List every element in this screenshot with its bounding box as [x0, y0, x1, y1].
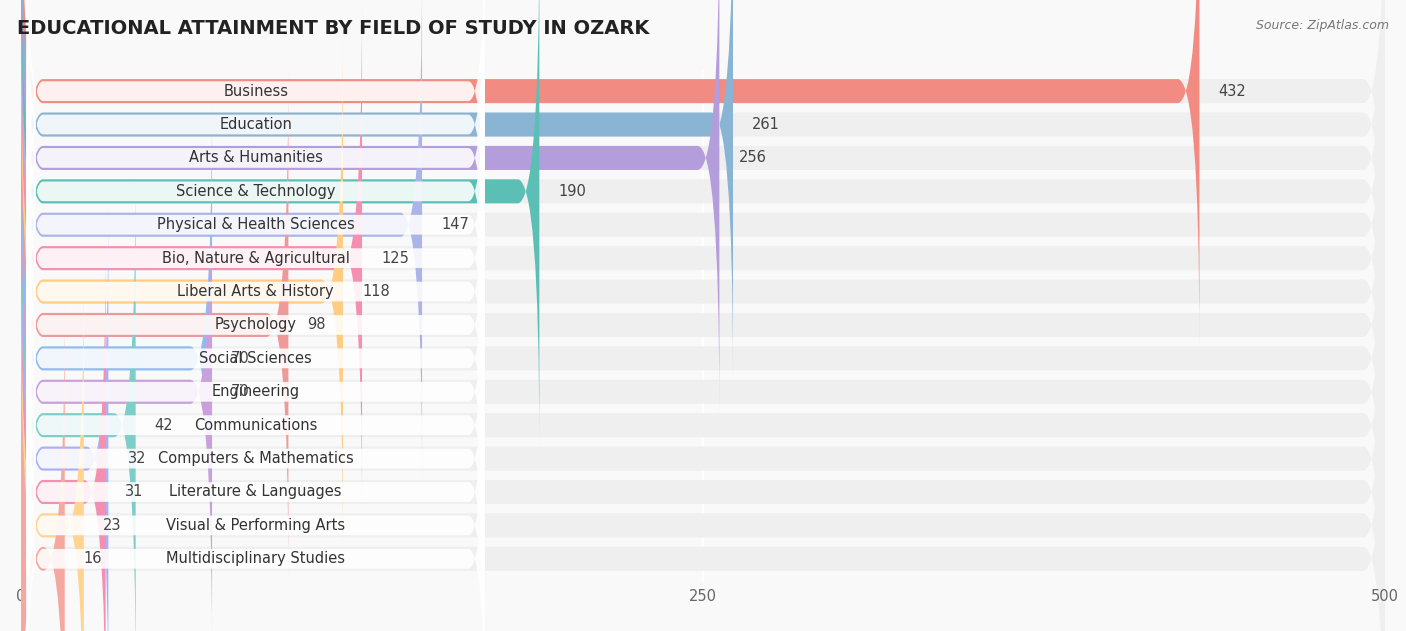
- Text: Liberal Arts & History: Liberal Arts & History: [177, 284, 335, 299]
- Text: Multidisciplinary Studies: Multidisciplinary Studies: [166, 551, 344, 566]
- Text: Computers & Mathematics: Computers & Mathematics: [157, 451, 353, 466]
- FancyBboxPatch shape: [21, 0, 1385, 480]
- FancyBboxPatch shape: [21, 237, 105, 631]
- FancyBboxPatch shape: [27, 369, 485, 631]
- Text: 23: 23: [103, 518, 121, 533]
- FancyBboxPatch shape: [27, 34, 485, 415]
- Text: Source: ZipAtlas.com: Source: ZipAtlas.com: [1256, 19, 1389, 32]
- FancyBboxPatch shape: [27, 0, 485, 281]
- Text: Physical & Health Sciences: Physical & Health Sciences: [157, 217, 354, 232]
- Text: 70: 70: [231, 351, 250, 366]
- FancyBboxPatch shape: [21, 0, 1385, 413]
- Text: Engineering: Engineering: [212, 384, 299, 399]
- FancyBboxPatch shape: [27, 1, 485, 382]
- Text: Education: Education: [219, 117, 292, 132]
- FancyBboxPatch shape: [21, 170, 135, 631]
- Text: Arts & Humanities: Arts & Humanities: [188, 150, 322, 165]
- FancyBboxPatch shape: [21, 3, 363, 514]
- Text: Business: Business: [224, 84, 288, 98]
- FancyBboxPatch shape: [27, 268, 485, 631]
- Text: 190: 190: [558, 184, 586, 199]
- Text: 147: 147: [441, 217, 470, 232]
- FancyBboxPatch shape: [27, 201, 485, 582]
- FancyBboxPatch shape: [21, 0, 1199, 346]
- FancyBboxPatch shape: [21, 304, 65, 631]
- FancyBboxPatch shape: [21, 70, 288, 580]
- FancyBboxPatch shape: [21, 203, 1385, 631]
- FancyBboxPatch shape: [21, 170, 1385, 631]
- FancyBboxPatch shape: [21, 237, 1385, 631]
- Text: 70: 70: [231, 384, 250, 399]
- Text: 98: 98: [308, 317, 326, 333]
- Text: Psychology: Psychology: [215, 317, 297, 333]
- FancyBboxPatch shape: [21, 0, 540, 447]
- Text: 118: 118: [363, 284, 389, 299]
- FancyBboxPatch shape: [21, 270, 1385, 631]
- Text: EDUCATIONAL ATTAINMENT BY FIELD OF STUDY IN OZARK: EDUCATIONAL ATTAINMENT BY FIELD OF STUDY…: [17, 19, 650, 38]
- Text: Visual & Performing Arts: Visual & Performing Arts: [166, 518, 346, 533]
- FancyBboxPatch shape: [27, 335, 485, 631]
- Text: Literature & Languages: Literature & Languages: [169, 485, 342, 500]
- FancyBboxPatch shape: [27, 302, 485, 631]
- FancyBboxPatch shape: [21, 103, 212, 613]
- FancyBboxPatch shape: [27, 134, 485, 516]
- Text: 16: 16: [84, 551, 103, 566]
- FancyBboxPatch shape: [21, 136, 1385, 631]
- FancyBboxPatch shape: [21, 270, 84, 631]
- Text: 32: 32: [128, 451, 146, 466]
- Text: Communications: Communications: [194, 418, 318, 433]
- FancyBboxPatch shape: [21, 37, 1385, 547]
- FancyBboxPatch shape: [21, 3, 1385, 514]
- FancyBboxPatch shape: [27, 68, 485, 449]
- Text: 432: 432: [1219, 84, 1246, 98]
- FancyBboxPatch shape: [21, 136, 212, 631]
- FancyBboxPatch shape: [27, 0, 485, 315]
- FancyBboxPatch shape: [21, 0, 1385, 346]
- Text: 261: 261: [752, 117, 780, 132]
- Text: Social Sciences: Social Sciences: [200, 351, 312, 366]
- Text: 125: 125: [381, 251, 409, 266]
- FancyBboxPatch shape: [21, 37, 343, 547]
- Text: Bio, Nature & Agricultural: Bio, Nature & Agricultural: [162, 251, 350, 266]
- FancyBboxPatch shape: [27, 168, 485, 549]
- Text: 42: 42: [155, 418, 173, 433]
- FancyBboxPatch shape: [21, 0, 1385, 447]
- Text: 31: 31: [125, 485, 143, 500]
- FancyBboxPatch shape: [21, 0, 422, 480]
- FancyBboxPatch shape: [27, 235, 485, 616]
- FancyBboxPatch shape: [21, 0, 1385, 380]
- Text: Science & Technology: Science & Technology: [176, 184, 336, 199]
- FancyBboxPatch shape: [21, 103, 1385, 613]
- FancyBboxPatch shape: [21, 70, 1385, 580]
- FancyBboxPatch shape: [21, 203, 108, 631]
- FancyBboxPatch shape: [21, 304, 1385, 631]
- Text: 256: 256: [738, 150, 766, 165]
- FancyBboxPatch shape: [27, 0, 485, 348]
- FancyBboxPatch shape: [21, 0, 720, 413]
- FancyBboxPatch shape: [27, 101, 485, 482]
- FancyBboxPatch shape: [21, 0, 733, 380]
